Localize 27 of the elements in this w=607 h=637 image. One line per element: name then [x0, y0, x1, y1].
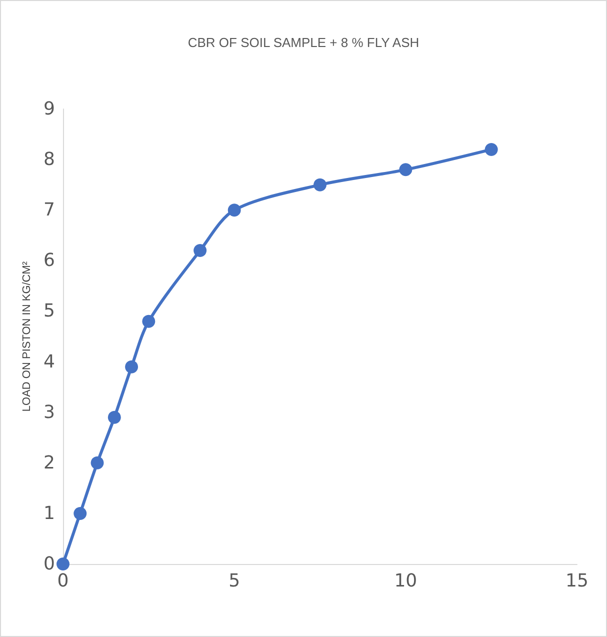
- point: [194, 244, 207, 258]
- point: [108, 410, 121, 424]
- point: [74, 506, 87, 520]
- x-tick-label: 10: [394, 570, 418, 592]
- y-tick-label: 4: [44, 351, 55, 372]
- y-tick-label: 7: [44, 200, 55, 221]
- y-tick-label: 2: [44, 452, 55, 474]
- y-axis-title: LOAD ON PISTON IN KG/CM²: [21, 261, 34, 412]
- point: [228, 204, 241, 217]
- point: [90, 456, 104, 470]
- point: [314, 178, 326, 192]
- x-tick-label: 5: [228, 570, 240, 592]
- y-tick-label: 8: [44, 149, 55, 170]
- y-tick-label: 3: [44, 402, 55, 423]
- y-tick-label: 5: [44, 300, 55, 322]
- point: [399, 163, 412, 176]
- point: [142, 314, 156, 328]
- y-tick-label: 1: [44, 502, 55, 524]
- chart-title: CBR OF SOIL SAMPLE + 8 % FLY ASH: [188, 35, 420, 50]
- point: [125, 360, 138, 374]
- x-tick-label: 15: [566, 570, 588, 592]
- point: [56, 558, 70, 570]
- point: [484, 142, 498, 156]
- y-tick-label: 6: [44, 250, 55, 272]
- y-tick-label: 9: [44, 98, 55, 120]
- y-tick-label: 0: [44, 554, 55, 574]
- x-tick-label: 0: [57, 570, 69, 592]
